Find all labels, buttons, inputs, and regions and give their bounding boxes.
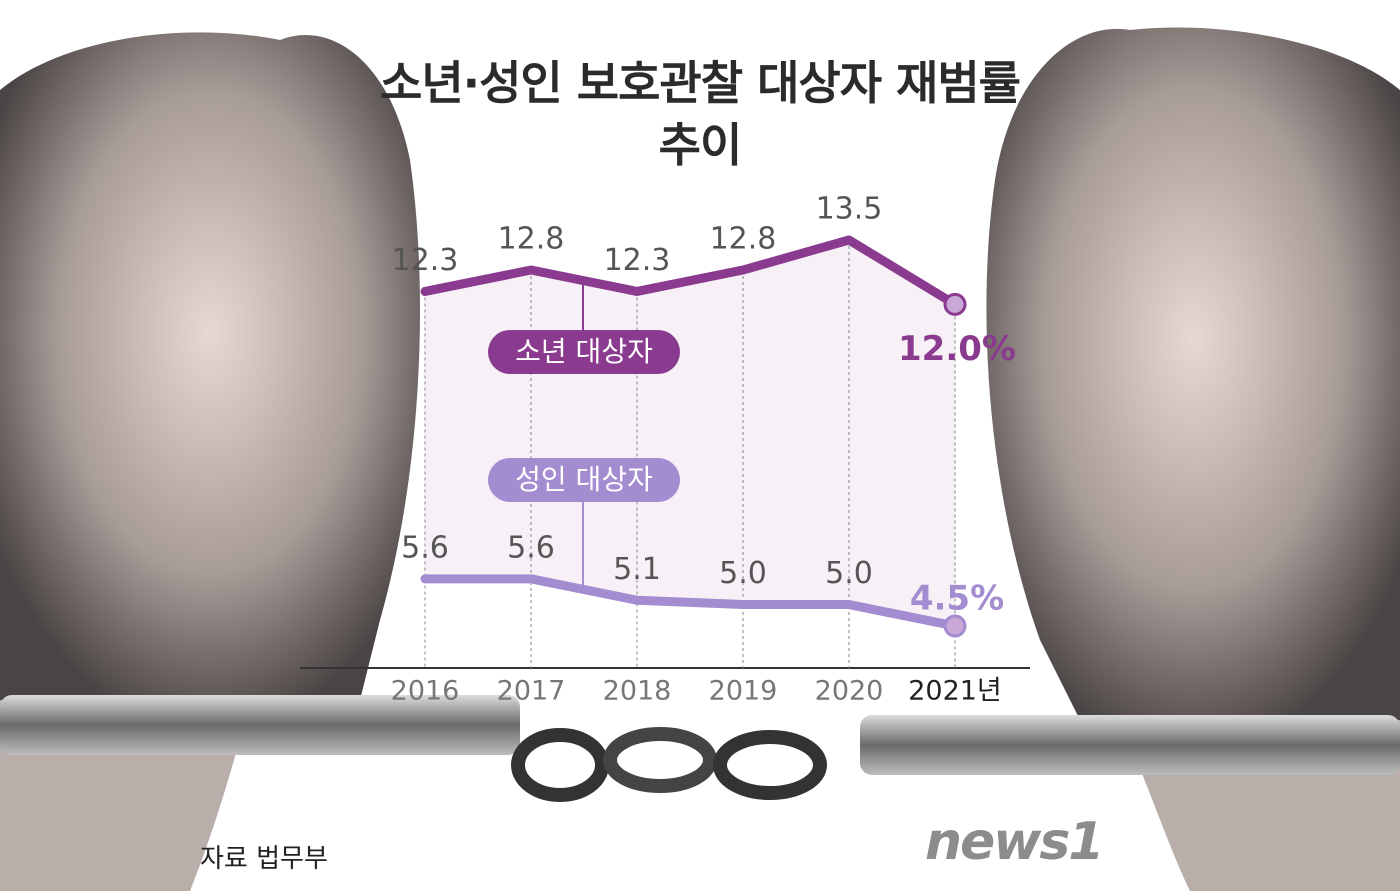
value-label: 12.3 (604, 243, 671, 278)
value-label: 5.0 (719, 556, 767, 591)
background-art (0, 27, 1400, 891)
value-label: 4.5% (910, 579, 1004, 619)
value-label: 12.8 (498, 222, 565, 257)
logo: news1 (925, 812, 1104, 872)
value-label: 12.8 (710, 222, 777, 257)
value-label: 5.6 (507, 530, 555, 565)
legend-label: 성인 대상자 (515, 463, 653, 496)
legend-pill (488, 330, 680, 374)
legend-label: 소년 대상자 (515, 335, 653, 368)
band-fill (425, 240, 955, 626)
end-marker (943, 614, 967, 638)
value-label: 13.5 (816, 192, 883, 227)
x-tick-label: 2019 (709, 676, 778, 707)
value-label: 5.6 (401, 530, 449, 565)
value-label: 12.0% (898, 329, 1016, 369)
series-line (420, 235, 960, 309)
value-label: 5.1 (613, 552, 661, 587)
legend-pill (488, 458, 680, 502)
x-tick-label: 2016 (391, 676, 460, 707)
x-tick-label: 2018 (603, 676, 672, 707)
value-label: 5.0 (825, 556, 873, 591)
end-marker (943, 292, 967, 316)
series-line (420, 574, 960, 631)
chart-title: 소년·성인 보호관찰 대상자 재범률 추이 (380, 56, 1021, 172)
x-tick-label: 2020 (815, 676, 884, 707)
x-tick-label: 2017 (497, 676, 566, 707)
source: 자료 법무부 (200, 844, 328, 874)
value-label: 12.3 (392, 243, 459, 278)
x-tick-label: 2021년 (908, 676, 1002, 707)
